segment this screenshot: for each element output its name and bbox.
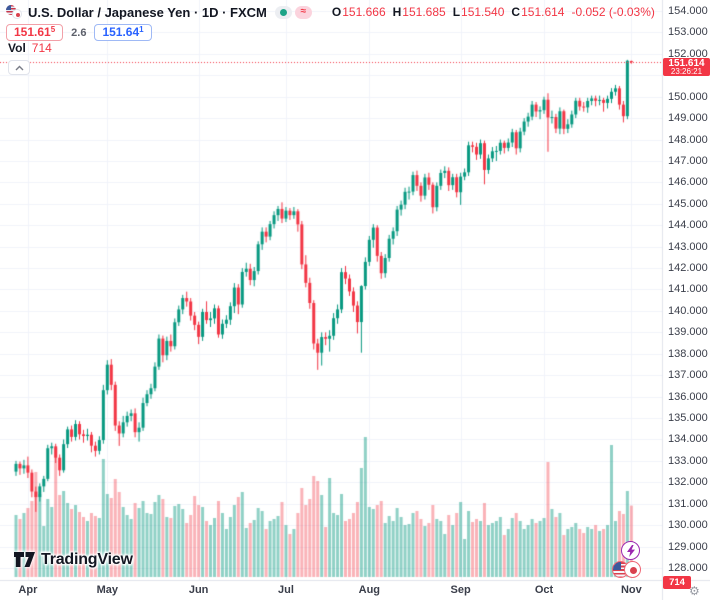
price-tick-label: 128.000 [668, 561, 708, 574]
price-tick-label: 135.000 [668, 412, 708, 425]
bid-price-fraction: 5 [50, 25, 56, 34]
pair-flags-watermark [612, 561, 642, 580]
tradingview-logo-text: TradingView [41, 551, 133, 568]
low-value: 151.540 [461, 5, 505, 19]
price-tick-label: 140.000 [668, 304, 708, 317]
price-tick-label: 136.000 [668, 390, 708, 403]
price-tick-label: 150.000 [668, 90, 708, 103]
chart-legend: U.S. Dollar / Japanese Yen · 1D · FXCM ≈… [6, 4, 655, 20]
tradingview-mark-icon [14, 552, 35, 567]
price-tick-label: 145.000 [668, 197, 708, 210]
price-tick-label: 154.000 [668, 5, 708, 17]
price-tick-label: 143.000 [668, 240, 708, 253]
volume-label: Vol [8, 41, 26, 55]
price-tick-label: 147.000 [668, 154, 708, 167]
price-tick-label: 153.000 [668, 26, 708, 39]
ask-price: 151.64 [102, 25, 140, 39]
price-tick-label: 134.000 [668, 433, 708, 446]
buy-ask-button[interactable]: 151.64 1 [94, 24, 152, 41]
open-label: O [331, 5, 342, 19]
close-value: 151.614 [521, 5, 565, 19]
price-tick-label: 139.000 [668, 326, 708, 339]
price-tick-label: 138.000 [668, 347, 708, 360]
price-tick-label: 129.000 [668, 540, 708, 553]
price-tick-label: 142.000 [668, 262, 708, 275]
price-tick-label: 137.000 [668, 369, 708, 382]
time-tick-label: Oct [534, 584, 554, 596]
market-open-status-icon[interactable] [274, 5, 292, 19]
symbol-title[interactable]: U.S. Dollar / Japanese Yen · 1D · FXCM [28, 4, 267, 20]
instant-trading-bolt-button[interactable] [621, 541, 640, 560]
low-label: L [452, 5, 461, 19]
price-axis[interactable]: 128.000 129.000 130.000 131.000 132.000 133.0… [662, 0, 710, 580]
close-label: C [511, 5, 521, 19]
bar-countdown: 23:26:21 [670, 67, 703, 77]
volume-legend[interactable]: Vol 714 [8, 41, 52, 55]
last-price-badge: 151.614 23:26:21 [663, 58, 710, 77]
price-tick-label: 131.000 [668, 497, 708, 510]
ohlc-readout: O 151.666 H 151.685 L 151.540 C 151.614 -0.0… [325, 5, 655, 19]
time-tick-label: Sep [450, 584, 471, 596]
price-tick-label: 144.000 [668, 219, 708, 232]
high-value: 151.685 [402, 5, 446, 19]
market-open-dot-icon [279, 8, 287, 16]
price-tick-label: 146.000 [668, 176, 708, 189]
delayed-data-badge[interactable]: ≈ [294, 5, 312, 19]
spread-value: 2.6 [71, 26, 87, 39]
legend-collapse-button[interactable] [8, 60, 30, 75]
time-tick-label: May [96, 584, 118, 596]
axis-settings-gear-icon[interactable]: ⚙ [689, 584, 700, 598]
quote-row: 151.61 5 2.6 151.64 1 [6, 24, 152, 41]
high-label: H [392, 5, 402, 19]
price-tick-label: 148.000 [668, 133, 708, 146]
bid-price: 151.61 [14, 25, 51, 39]
open-value: 151.666 [342, 5, 386, 19]
price-tick-label: 141.000 [668, 283, 708, 296]
price-tick-label: 132.000 [668, 476, 708, 489]
ask-price-fraction: 1 [139, 25, 144, 34]
price-tick-label: 149.000 [668, 112, 708, 125]
volume-value: 714 [31, 41, 52, 55]
price-tick-label: 152.000 [668, 47, 708, 60]
lightning-bolt-icon [626, 544, 635, 557]
sell-bid-button[interactable]: 151.61 5 [6, 24, 64, 41]
chevron-up-icon [15, 65, 23, 70]
symbol-pair-flags-icon [6, 5, 22, 19]
price-tick-label: 133.000 [668, 454, 708, 467]
time-tick-label: Aug [358, 584, 381, 596]
jp-flag-icon [624, 561, 641, 578]
last-price-value: 151.614 [668, 58, 705, 70]
time-tick-label: Apr [18, 584, 38, 596]
time-axis[interactable]: Apr May Jun Jul Aug Sep Oct Nov [0, 580, 662, 600]
tradingview-logo[interactable]: TradingView [14, 551, 133, 569]
time-tick-label: Jun [188, 584, 209, 596]
time-tick-label: Nov [620, 584, 642, 596]
time-tick-label: Jul [278, 584, 294, 596]
price-tick-label: 130.000 [668, 519, 708, 532]
change-value: -0.052 (-0.03%) [571, 5, 655, 19]
volume-axis-badge: 714 [663, 576, 691, 589]
